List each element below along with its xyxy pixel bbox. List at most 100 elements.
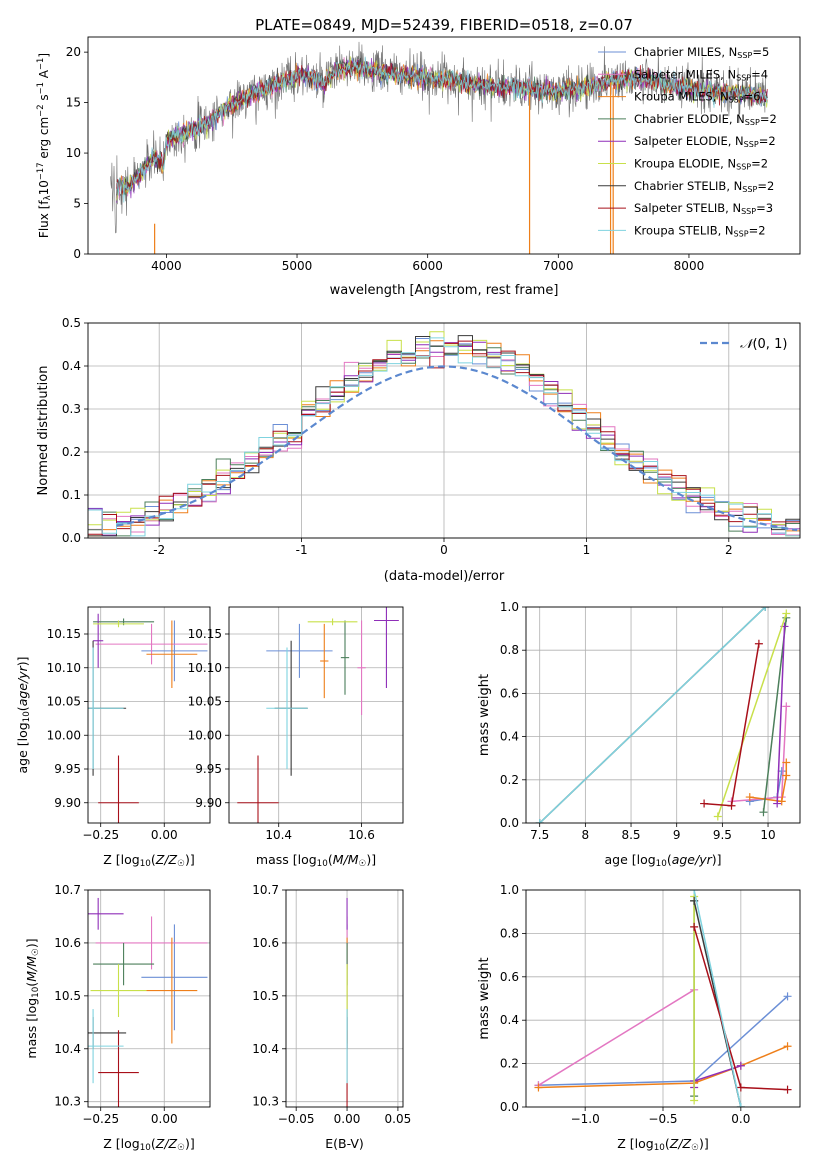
x-tick-label: 0 bbox=[440, 543, 448, 557]
histogram-kroupa_stelib bbox=[88, 337, 800, 537]
weight-marker-chabrier_miles bbox=[783, 992, 792, 1001]
errorbar-point-kroupa_stelib bbox=[88, 647, 124, 769]
legend-entry-gaussian: 𝒩(0, 1) bbox=[740, 337, 787, 352]
y-axis-label: mass [log10(M/M☉)] bbox=[24, 938, 41, 1058]
y-tick-label: 0.8 bbox=[500, 643, 519, 657]
y-tick-label: 10.3 bbox=[54, 1095, 81, 1109]
errorbar-point-kroupa_miles bbox=[320, 623, 329, 699]
weight-marker-kroupa_stelib bbox=[535, 819, 544, 823]
y-tick-label: 1.0 bbox=[500, 883, 519, 897]
x-tick-label: 0.00 bbox=[151, 1112, 178, 1126]
figure-title: PLATE=0849, MJD=52439, FIBERID=0518, z=0… bbox=[255, 16, 633, 34]
x-tick-label: 7000 bbox=[543, 259, 574, 273]
y-tick-label: 10.00 bbox=[47, 728, 81, 742]
y-tick-label: 0.6 bbox=[500, 686, 519, 700]
weight-marker-salpeter_stelib bbox=[754, 639, 763, 648]
y-axis-label: mass weight bbox=[477, 957, 492, 1039]
weight-line-kroupa_stelib bbox=[539, 607, 766, 823]
weight-marker-kroupa_miles bbox=[777, 797, 786, 806]
x-tick-label: 10.6 bbox=[348, 828, 375, 842]
y-tick-label: 10.6 bbox=[54, 936, 81, 950]
weight-marker-kroupa_miles bbox=[534, 1083, 543, 1092]
errorbar-point-salpeter_miles bbox=[95, 623, 208, 665]
y-axis-label: age [log10(age/yr)] bbox=[15, 656, 32, 773]
errorbar-point-kroupa_miles bbox=[146, 937, 198, 1044]
y-tick-label: 0.0 bbox=[500, 1100, 519, 1114]
plot-content bbox=[534, 890, 792, 1107]
y-tick-label: 0.4 bbox=[500, 730, 519, 744]
plot-content bbox=[110, 41, 768, 254]
axes-residuals: -2 -1 0 1 2 0.0 0.1 0.2 0.3 0.4 0.5 𝒩(0, 1) (data-mo… bbox=[36, 316, 801, 584]
weight-marker-kroupa_stelib bbox=[736, 1103, 745, 1107]
errorbar-point-kroupa_elodie bbox=[93, 620, 144, 628]
weight-marker-salpeter_stelib bbox=[690, 922, 699, 931]
y-tick-label: 0.2 bbox=[62, 445, 81, 459]
weight-marker-salpeter_miles bbox=[782, 702, 791, 711]
x-tick-label: 4000 bbox=[151, 259, 182, 273]
axes-frame bbox=[525, 889, 801, 1108]
x-tick-label: 8000 bbox=[674, 259, 705, 273]
axes-frame bbox=[87, 606, 211, 824]
axes-frame bbox=[87, 889, 211, 1108]
weight-marker-kroupa_stelib bbox=[761, 607, 770, 611]
y-tick-label: 9.90 bbox=[195, 796, 222, 810]
y-tick-label: 20 bbox=[66, 45, 81, 59]
y-tick-label: 1.0 bbox=[500, 600, 519, 614]
weight-line-salpeter_stelib bbox=[704, 643, 760, 807]
errorbar-point-kroupa_miles bbox=[146, 620, 198, 688]
errorbar-point-salpeter_stelib bbox=[237, 755, 279, 823]
legend-entry-salpeter_elodie: Salpeter ELODIE, NSSP=2 bbox=[634, 134, 776, 149]
y-tick-label: 10.3 bbox=[252, 1095, 279, 1109]
y-tick-label: 10.4 bbox=[252, 1042, 279, 1056]
x-tick-label: 5000 bbox=[282, 259, 313, 273]
x-axis-label: E(B-V) bbox=[325, 1136, 364, 1151]
weight-marker-kroupa_stelib bbox=[690, 890, 699, 894]
errorbar-point-chabrier_elodie bbox=[93, 942, 155, 986]
legend-entry-salpeter_stelib: Salpeter STELIB, NSSP=3 bbox=[634, 201, 773, 216]
plot-content bbox=[88, 897, 208, 1107]
x-tick-label: −0.05 bbox=[278, 1112, 315, 1126]
legend-entry-chabrier_stelib: Chabrier STELIB, NSSP=2 bbox=[634, 179, 774, 194]
y-tick-label: 10.4 bbox=[54, 1042, 81, 1056]
axes-frame bbox=[228, 606, 404, 824]
weight-marker-kroupa_miles bbox=[782, 758, 791, 767]
plot-content bbox=[88, 613, 208, 823]
axes-weight_vs_Z: −1.0 −0.5 0.0 0.0 0.2 0.4 0.6 0.8 1.0 Z [log10(Z/… bbox=[477, 883, 801, 1153]
errorbar-point-kroupa_stelib bbox=[88, 1009, 124, 1084]
x-tick-label: −0.25 bbox=[82, 1112, 119, 1126]
axes-frame bbox=[87, 36, 801, 255]
x-axis-label: Z [log10(Z/Z☉)] bbox=[617, 1136, 708, 1153]
axes-weight_vs_age: 7.5 8 8.5 9 9.5 10 0.0 0.2 0.4 0.6 0.8 1.0 age [log1… bbox=[477, 600, 801, 869]
weight-marker-salpeter_elodie bbox=[773, 799, 782, 808]
errorbar-point-kroupa_elodie bbox=[307, 618, 358, 626]
y-tick-label: 15 bbox=[66, 96, 81, 110]
errorbar-point-salpeter_miles bbox=[95, 916, 208, 970]
x-tick-label: −0.25 bbox=[82, 828, 119, 842]
x-tick-label: −0.5 bbox=[648, 1112, 677, 1126]
x-tick-label: −1.0 bbox=[571, 1112, 600, 1126]
y-tick-label: 10.5 bbox=[252, 989, 279, 1003]
y-tick-label: 0.4 bbox=[500, 1013, 519, 1027]
model-spectrum-kroupa_stelib bbox=[116, 56, 768, 203]
y-axis-label: Flux [fλ10−17 erg cm−2 s−1 A−1] bbox=[35, 53, 52, 238]
legend-entry-kroupa_elodie: Kroupa ELODIE, NSSP=2 bbox=[634, 157, 768, 172]
y-tick-label: 10.00 bbox=[188, 728, 222, 742]
x-tick-label: 10.4 bbox=[265, 828, 292, 842]
y-tick-label: 9.95 bbox=[54, 762, 81, 776]
x-tick-label: 1 bbox=[583, 543, 591, 557]
x-tick-label: 8 bbox=[582, 828, 590, 842]
x-axis-label: (data-model)/error bbox=[384, 569, 505, 584]
weight-marker-kroupa_miles bbox=[783, 1042, 792, 1051]
errorbar-point-chabrier_elodie bbox=[340, 620, 350, 695]
x-tick-label: 10 bbox=[760, 828, 775, 842]
errorbar-point-salpeter_stelib bbox=[98, 1030, 139, 1107]
y-tick-label: 0.2 bbox=[500, 1057, 519, 1071]
weight-line-salpeter_miles bbox=[538, 989, 695, 1086]
legend-entry-chabrier_elodie: Chabrier ELODIE, NSSP=2 bbox=[634, 112, 777, 127]
weight-marker-kroupa_miles bbox=[782, 771, 791, 780]
weight-marker-kroupa_miles bbox=[745, 793, 754, 802]
y-tick-label: 0.5 bbox=[62, 316, 81, 330]
histogram-salpeter_stelib bbox=[88, 340, 800, 535]
